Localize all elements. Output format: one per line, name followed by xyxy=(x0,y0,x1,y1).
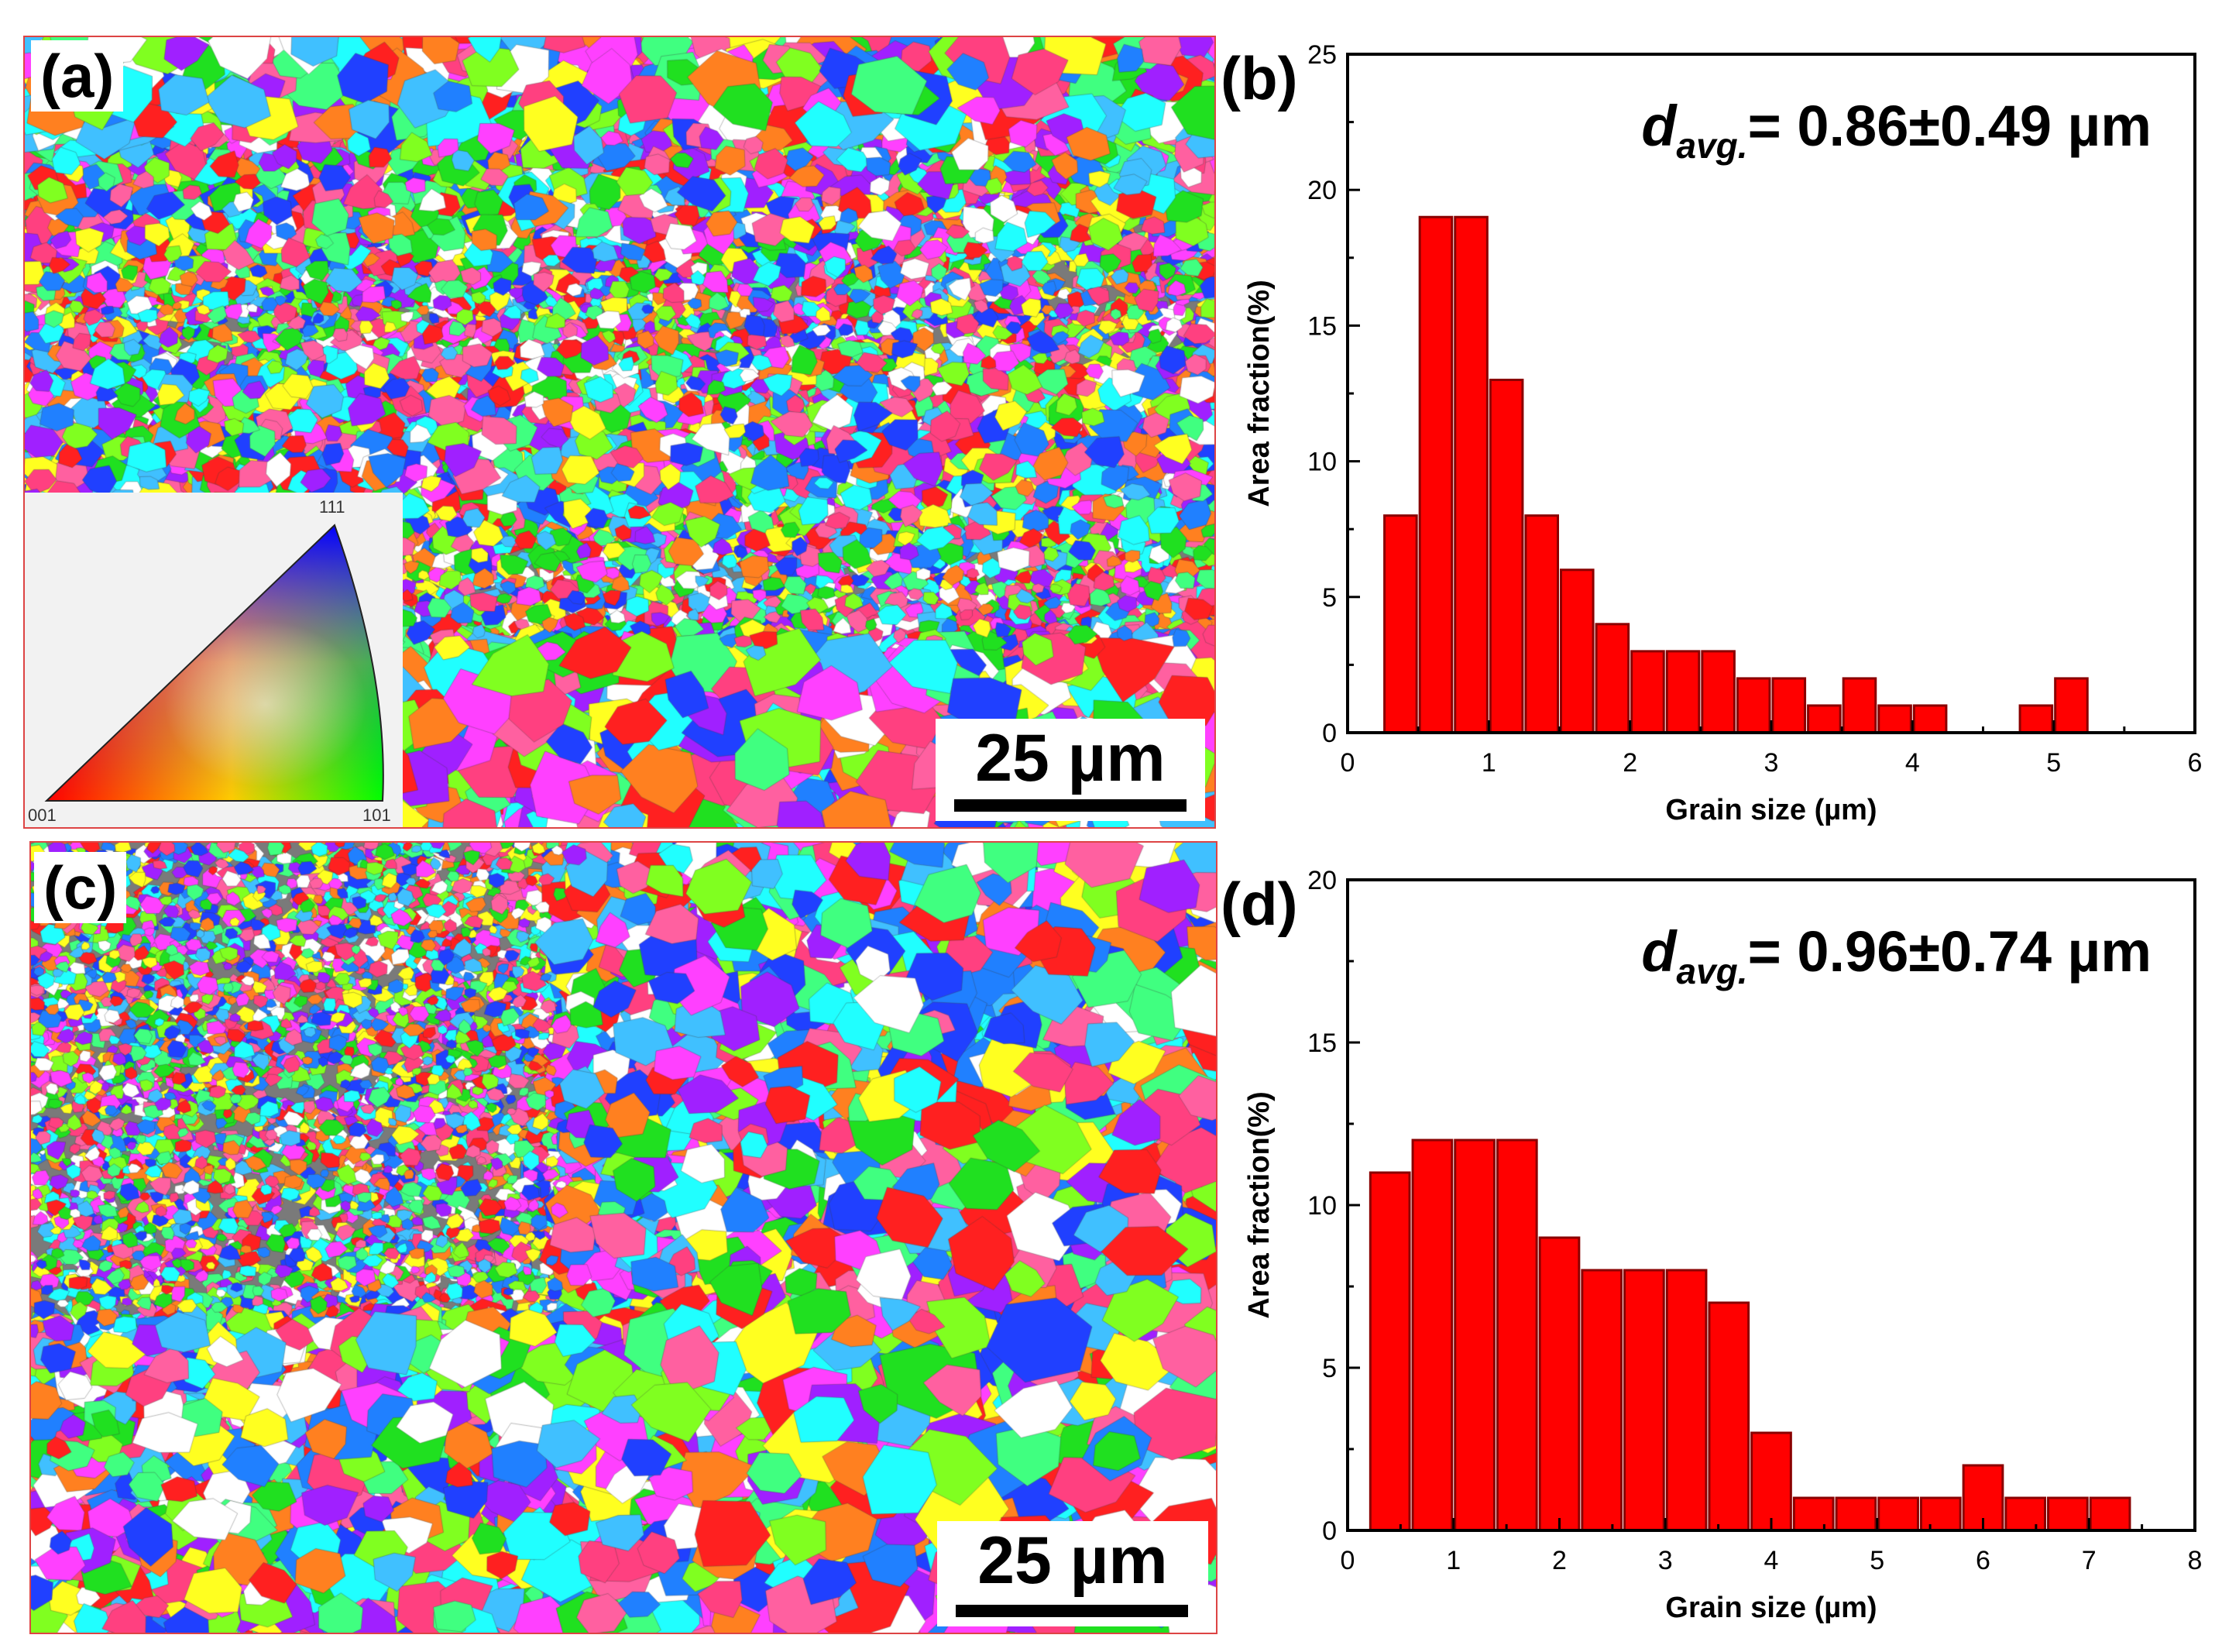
histogram-bar xyxy=(1383,514,1418,734)
x-tick-label: 7 xyxy=(2082,1546,2097,1575)
x-tick-label: 4 xyxy=(1764,1546,1779,1575)
histogram-bar xyxy=(1524,514,1559,734)
histogram-bar xyxy=(1538,1236,1581,1532)
y-tick-label: 15 xyxy=(1307,1029,1337,1058)
histogram-bar xyxy=(1771,677,1807,734)
y-axis-label: Area fraction(%) xyxy=(1243,1091,1276,1319)
histogram-bar xyxy=(2047,1496,2089,1532)
histogram-bar xyxy=(1489,378,1524,734)
y-tick-label: 10 xyxy=(1307,448,1337,477)
mean-grain-size-annotation: davg.= 0.86±0.49 µm xyxy=(1641,94,2152,166)
x-tick-label: 5 xyxy=(1870,1546,1884,1575)
x-tick-label: 8 xyxy=(2188,1546,2203,1575)
y-tick-label: 5 xyxy=(1322,1354,1337,1383)
scale-bar-label-c: 25 µm xyxy=(977,1523,1168,1598)
scale-bar-label-a: 25 µm xyxy=(975,721,1166,795)
histogram-bar xyxy=(1807,704,1842,734)
x-tick-label: 1 xyxy=(1446,1546,1461,1575)
x-tick-label: 2 xyxy=(1623,748,1637,778)
histogram-b: 0 1 2 3 4 5 6 0 5 10 15 20 25 Grain size (µm) Area fra… xyxy=(1221,40,2203,826)
histogram-bar xyxy=(1919,1496,1962,1532)
scale-bar-box-a: 25 µm xyxy=(936,719,1205,821)
x-tick-label: 0 xyxy=(1341,1546,1355,1575)
x-tick-label: 2 xyxy=(1552,1546,1567,1575)
y-tick-label: 20 xyxy=(1307,866,1337,895)
scale-bar-box-c: 25 µm xyxy=(937,1521,1208,1626)
histogram-bar xyxy=(2004,1496,2047,1532)
histogram-bar xyxy=(1750,1431,1792,1532)
ipf-label-001: 001 xyxy=(28,805,57,825)
histogram-d: 0 1 2 3 4 5 6 7 8 0 5 10 15 20 Grain size (µm) Area fra… xyxy=(1221,866,2203,1624)
x-axis-label: Grain size (µm) xyxy=(1665,1592,1877,1624)
ebsd-grain-image-c xyxy=(31,843,1216,1633)
histogram-bar xyxy=(2054,677,2089,734)
y-tick-label: 10 xyxy=(1307,1191,1337,1221)
x-tick-label: 5 xyxy=(2046,748,2061,778)
histogram-bar xyxy=(1736,677,1771,734)
histogram-bar xyxy=(1912,704,1948,734)
scale-bar-c xyxy=(956,1605,1188,1617)
histogram-bar xyxy=(1877,704,1912,734)
x-tick-label: 3 xyxy=(1658,1546,1673,1575)
histogram-bar xyxy=(1792,1496,1835,1532)
x-tick-label: 0 xyxy=(1341,748,1355,778)
y-tick-label: 20 xyxy=(1307,176,1337,205)
y-axis-label: Area fraction(%) xyxy=(1243,280,1276,507)
panel-label-c: (c) xyxy=(34,852,127,923)
histogram-bar xyxy=(1454,1139,1496,1532)
histogram-bar xyxy=(1581,1269,1623,1532)
x-tick-label: 6 xyxy=(2188,748,2203,778)
histogram-bar xyxy=(1369,1171,1411,1532)
histogram-bar xyxy=(1835,1496,1877,1532)
panel-label: (d) xyxy=(1221,870,1298,938)
x-axis-label: Grain size (µm) xyxy=(1665,794,1877,826)
x-tick-label: 4 xyxy=(1905,748,1920,778)
histogram-bar xyxy=(1842,677,1877,734)
y-tick-label: 0 xyxy=(1322,1516,1337,1546)
ebsd-map-c: 25 µm xyxy=(29,841,1217,1634)
histogram-bar xyxy=(1665,1269,1708,1532)
y-tick-label: 5 xyxy=(1322,583,1337,613)
histogram-bar xyxy=(1454,215,1489,734)
histogram-bar xyxy=(2018,704,2054,734)
scale-bar-a xyxy=(954,799,1187,812)
panel-label-a: (a) xyxy=(31,40,124,112)
histogram-bar xyxy=(1701,650,1736,734)
ipf-legend: 111 001 101 xyxy=(25,493,403,827)
histogram-bar xyxy=(1560,568,1595,734)
histogram-bar xyxy=(1418,215,1454,734)
x-tick-label: 3 xyxy=(1764,748,1779,778)
ebsd-map-a: 111 001 101 25 µm xyxy=(23,36,1216,829)
y-tick-label: 25 xyxy=(1307,40,1337,70)
histogram-bar xyxy=(1708,1301,1750,1532)
mean-grain-size-annotation: davg.= 0.96±0.74 µm xyxy=(1641,919,2152,991)
panel-label: (b) xyxy=(1221,44,1298,112)
ipf-label-111: 111 xyxy=(319,497,345,517)
histogram-bar xyxy=(1665,650,1701,734)
histogram-bar xyxy=(1496,1139,1538,1532)
ipf-triangle xyxy=(44,524,384,802)
histogram-bar xyxy=(2089,1496,2131,1532)
histogram-bar xyxy=(1623,1269,1665,1532)
histogram-bar xyxy=(1877,1496,1919,1532)
ipf-label-101: 101 xyxy=(362,805,391,825)
y-tick-label: 0 xyxy=(1322,719,1337,748)
histogram-bar xyxy=(1595,623,1630,734)
histogram-bar xyxy=(1630,650,1665,734)
x-tick-label: 6 xyxy=(1976,1546,1990,1575)
x-tick-label: 1 xyxy=(1482,748,1496,778)
histogram-bar xyxy=(1411,1139,1454,1532)
y-tick-label: 15 xyxy=(1307,311,1337,341)
